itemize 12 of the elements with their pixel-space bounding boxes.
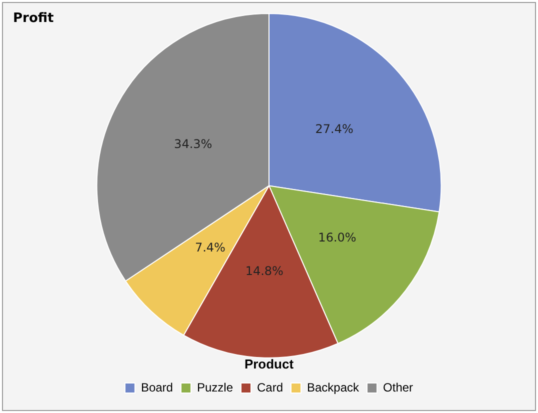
legend-label: Backpack (307, 380, 360, 394)
data-label: 27.4% (315, 122, 354, 136)
chart-title: Profit (13, 11, 54, 26)
legend-label: Card (256, 380, 284, 394)
legend-title: Product (244, 356, 294, 372)
legend-label: Board (140, 380, 173, 394)
legend-label: Other (383, 380, 414, 394)
data-label: 34.3% (174, 137, 212, 152)
data-label: 14.8% (245, 264, 284, 278)
legend-label: Puzzle (196, 380, 234, 394)
data-label: 16.0% (318, 230, 356, 244)
data-label: 7.4% (194, 240, 226, 255)
